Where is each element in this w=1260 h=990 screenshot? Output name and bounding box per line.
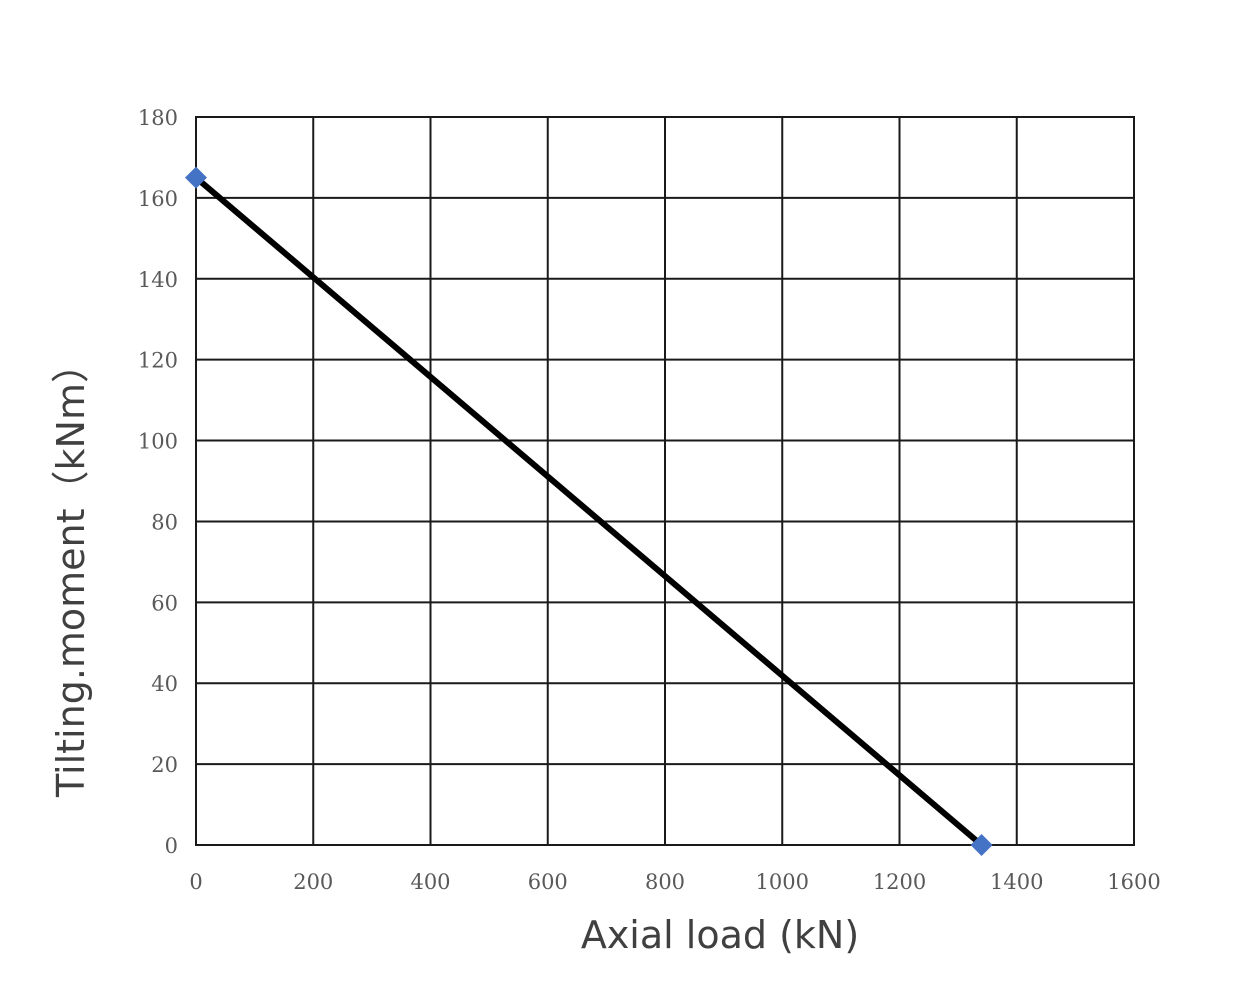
y-tick-label: 120 — [138, 349, 178, 373]
x-tick-label: 200 — [293, 870, 333, 894]
x-axis-title: Axial load (kN) — [581, 913, 859, 957]
y-tick-label: 80 — [151, 510, 178, 534]
x-tick-label: 1200 — [873, 870, 926, 894]
series-line — [194, 175, 984, 848]
x-tick-label: 800 — [645, 870, 685, 894]
x-tick-label: 400 — [410, 870, 450, 894]
y-axis-title: Tilting.moment（kNm） — [49, 345, 93, 798]
grid — [195, 116, 1135, 846]
data-point-marker — [970, 834, 993, 856]
y-tick-label: 160 — [138, 187, 178, 211]
y-tick-label: 20 — [151, 753, 178, 777]
y-tick-label: 40 — [151, 672, 178, 696]
x-tick-label: 600 — [528, 870, 568, 894]
series-layer — [185, 166, 993, 856]
plot-area-frame — [195, 116, 1135, 846]
y-tick-label: 140 — [138, 268, 178, 292]
x-tick-label: 0 — [189, 870, 202, 894]
y-tick-label: 60 — [151, 591, 178, 615]
y-axis-ticks: 0 20 40 60 80 100 120 140 160 180 — [138, 106, 178, 858]
y-tick-label: 0 — [165, 834, 178, 858]
y-tick-label: 100 — [138, 430, 178, 454]
x-tick-label: 1000 — [756, 870, 809, 894]
x-tick-label: 1400 — [990, 870, 1043, 894]
x-tick-label: 1600 — [1107, 870, 1160, 894]
x-axis-ticks: 0 200 400 600 800 1000 1200 1400 1600 — [189, 870, 1160, 894]
y-tick-label: 180 — [138, 106, 178, 130]
data-point-marker — [185, 166, 207, 189]
